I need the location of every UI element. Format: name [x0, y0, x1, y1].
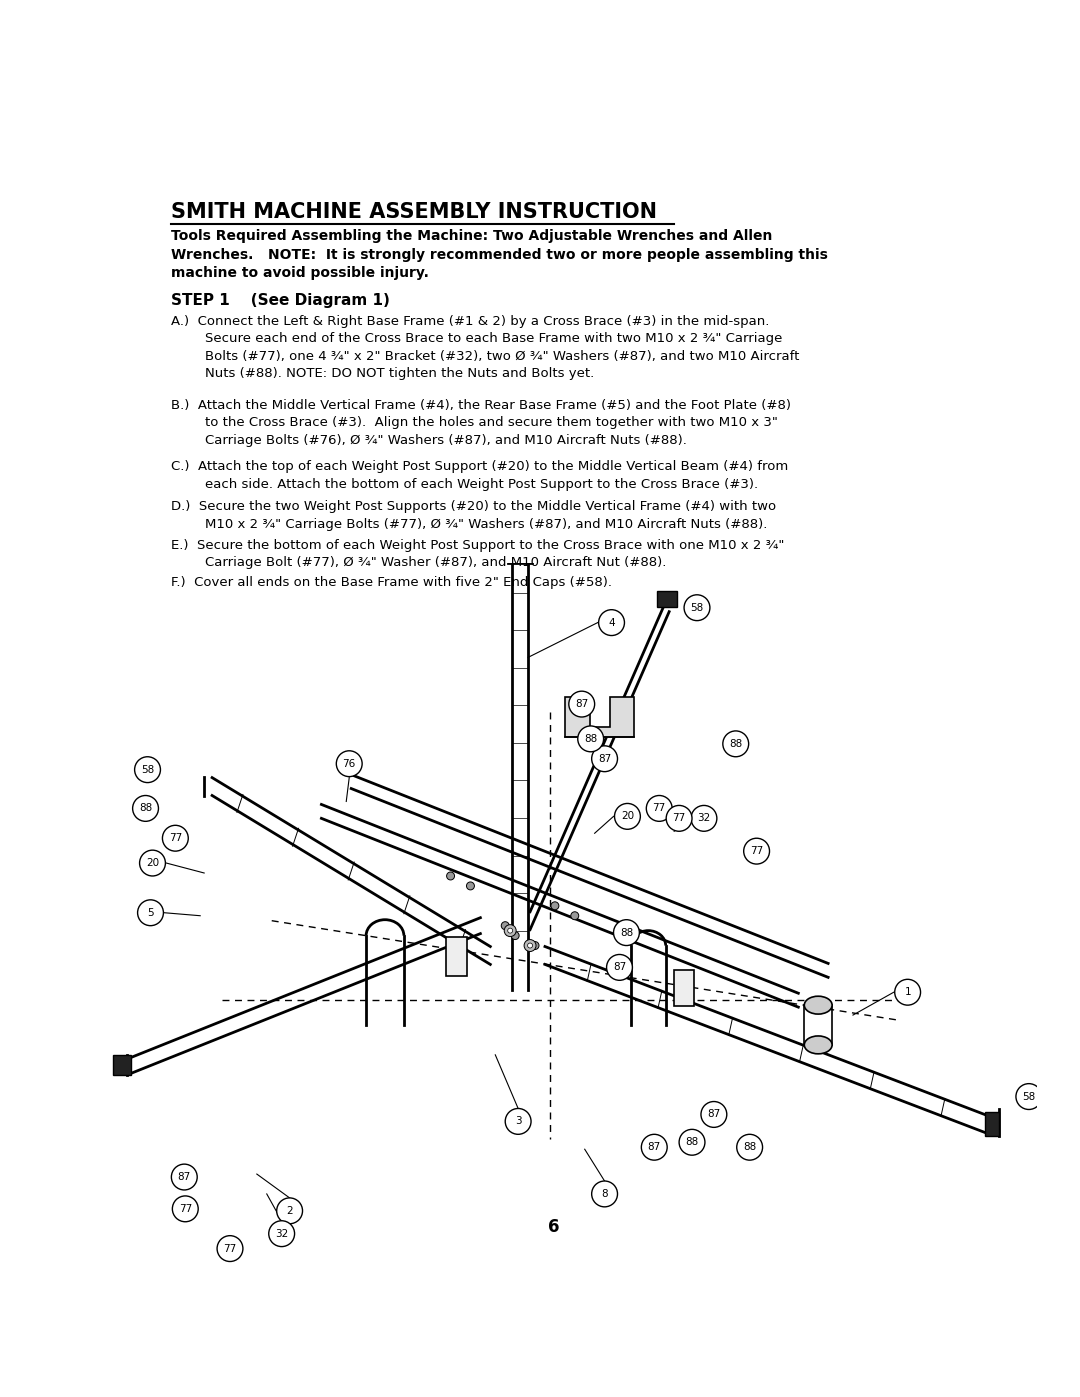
Text: 87: 87	[612, 963, 626, 972]
Text: 32: 32	[698, 813, 711, 823]
Circle shape	[569, 692, 595, 717]
Polygon shape	[565, 697, 634, 736]
Text: 32: 32	[275, 1229, 288, 1239]
Text: 87: 87	[707, 1109, 720, 1119]
Circle shape	[615, 803, 640, 830]
Circle shape	[607, 954, 633, 981]
Circle shape	[613, 919, 639, 946]
Circle shape	[504, 925, 516, 936]
Text: 87: 87	[576, 698, 589, 710]
Circle shape	[508, 928, 513, 933]
Text: 88: 88	[620, 928, 633, 937]
Ellipse shape	[805, 1037, 832, 1053]
Circle shape	[691, 806, 717, 831]
FancyBboxPatch shape	[658, 591, 677, 606]
Circle shape	[528, 943, 532, 949]
Circle shape	[642, 1134, 667, 1160]
Text: 88: 88	[686, 1137, 699, 1147]
FancyBboxPatch shape	[446, 936, 468, 977]
Circle shape	[701, 1101, 727, 1127]
Circle shape	[531, 942, 539, 950]
Text: 2: 2	[286, 1206, 293, 1215]
Circle shape	[505, 1108, 531, 1134]
Text: 8: 8	[602, 1189, 608, 1199]
Text: 5: 5	[147, 908, 153, 918]
Text: 58: 58	[690, 602, 703, 613]
Text: C.)  Attach the top of each Weight Post Support (#20) to the Middle Vertical Bea: C.) Attach the top of each Weight Post S…	[172, 460, 788, 490]
Circle shape	[578, 726, 604, 752]
FancyBboxPatch shape	[985, 1112, 999, 1136]
Circle shape	[447, 872, 455, 880]
Circle shape	[501, 922, 509, 929]
Circle shape	[172, 1164, 198, 1190]
Text: A.)  Connect the Left & Right Base Frame (#1 & 2) by a Cross Brace (#3) in the m: A.) Connect the Left & Right Base Frame …	[172, 314, 800, 380]
Text: SMITH MACHINE ASSEMBLY INSTRUCTION: SMITH MACHINE ASSEMBLY INSTRUCTION	[172, 203, 658, 222]
Circle shape	[139, 851, 165, 876]
Text: 88: 88	[584, 733, 597, 743]
Circle shape	[571, 912, 579, 919]
Text: 77: 77	[652, 803, 666, 813]
Text: 77: 77	[750, 847, 764, 856]
Circle shape	[679, 1129, 705, 1155]
Text: E.)  Secure the bottom of each Weight Post Support to the Cross Brace with one M: E.) Secure the bottom of each Weight Pos…	[172, 539, 785, 570]
Circle shape	[592, 1180, 618, 1207]
Text: 87: 87	[178, 1172, 191, 1182]
Circle shape	[646, 795, 672, 821]
Text: 58: 58	[140, 764, 154, 775]
Text: 77: 77	[224, 1243, 237, 1253]
Circle shape	[524, 940, 536, 951]
Text: 87: 87	[598, 754, 611, 764]
Text: 3: 3	[515, 1116, 522, 1126]
Circle shape	[723, 731, 748, 757]
Circle shape	[666, 806, 692, 831]
Ellipse shape	[805, 996, 832, 1014]
FancyBboxPatch shape	[674, 971, 694, 1006]
Text: 1: 1	[904, 988, 910, 997]
Text: 77: 77	[168, 833, 181, 844]
Circle shape	[162, 826, 188, 851]
Circle shape	[217, 1236, 243, 1261]
Text: 77: 77	[178, 1204, 192, 1214]
Text: 88: 88	[729, 739, 742, 749]
Circle shape	[135, 757, 161, 782]
Circle shape	[133, 795, 159, 821]
Text: 88: 88	[139, 803, 152, 813]
Text: 87: 87	[648, 1143, 661, 1153]
Circle shape	[511, 932, 519, 940]
Text: 88: 88	[743, 1143, 756, 1153]
Circle shape	[894, 979, 920, 1006]
Text: STEP 1    (See Diagram 1): STEP 1 (See Diagram 1)	[172, 293, 390, 309]
Circle shape	[1016, 1084, 1042, 1109]
Circle shape	[467, 882, 474, 890]
Circle shape	[744, 838, 770, 865]
Text: D.)  Secure the two Weight Post Supports (#20) to the Middle Vertical Frame (#4): D.) Secure the two Weight Post Supports …	[172, 500, 777, 531]
Circle shape	[592, 746, 618, 771]
Circle shape	[137, 900, 163, 926]
Circle shape	[737, 1134, 762, 1160]
Text: 6: 6	[548, 1218, 559, 1236]
Circle shape	[598, 609, 624, 636]
Text: 58: 58	[1023, 1091, 1036, 1102]
Text: B.)  Attach the Middle Vertical Frame (#4), the Rear Base Frame (#5) and the Foo: B.) Attach the Middle Vertical Frame (#4…	[172, 398, 792, 447]
Circle shape	[336, 750, 362, 777]
FancyBboxPatch shape	[112, 1055, 131, 1074]
Circle shape	[276, 1197, 302, 1224]
Text: 4: 4	[608, 617, 615, 627]
Text: Tools Required Assembling the Machine: Two Adjustable Wrenches and Allen
Wrenche: Tools Required Assembling the Machine: T…	[172, 229, 828, 279]
Circle shape	[173, 1196, 199, 1222]
Circle shape	[269, 1221, 295, 1246]
Text: 76: 76	[342, 759, 355, 768]
Text: 20: 20	[621, 812, 634, 821]
Text: 77: 77	[673, 813, 686, 823]
Text: 20: 20	[146, 858, 159, 868]
Text: F.)  Cover all ends on the Base Frame with five 2" End Caps (#58).: F.) Cover all ends on the Base Frame wit…	[172, 576, 612, 588]
Circle shape	[551, 902, 558, 909]
Circle shape	[684, 595, 710, 620]
